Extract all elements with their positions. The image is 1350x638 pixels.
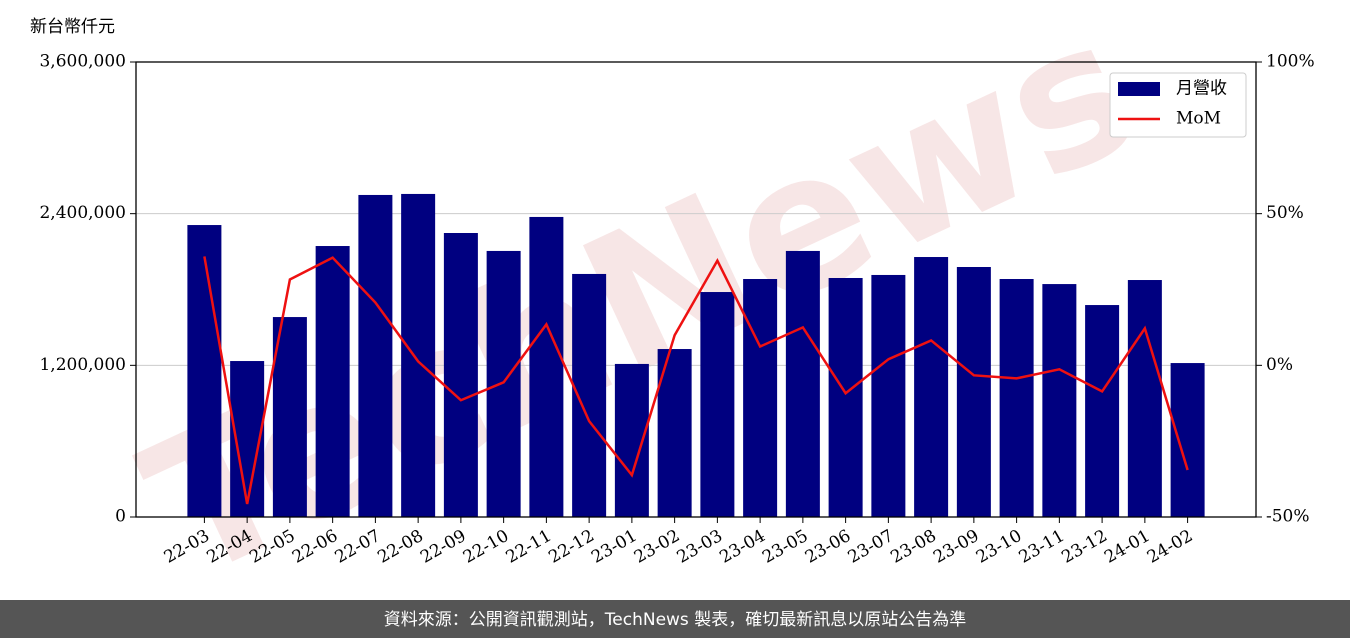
y2-tick-label: -50% bbox=[1266, 507, 1310, 527]
bar bbox=[1085, 305, 1120, 517]
x-tick-label: 23-02 bbox=[631, 526, 683, 568]
x-tick-label: 23-01 bbox=[588, 526, 640, 568]
bar bbox=[187, 225, 222, 517]
bar bbox=[914, 257, 949, 517]
legend-swatch bbox=[1118, 82, 1160, 96]
bar bbox=[1170, 363, 1205, 517]
x-tick-label: 23-08 bbox=[887, 526, 939, 568]
bar bbox=[315, 246, 350, 517]
bar bbox=[871, 274, 906, 517]
bar bbox=[999, 279, 1034, 517]
bar bbox=[657, 349, 692, 517]
x-tick-label: 23-11 bbox=[1016, 526, 1068, 568]
x-tick-label: 23-09 bbox=[930, 526, 982, 568]
y-tick-label: 3,600,000 bbox=[39, 52, 126, 72]
x-tick-label: 22-12 bbox=[545, 526, 597, 568]
plot-frame bbox=[135, 61, 1257, 518]
bar bbox=[828, 277, 863, 517]
x-tick-label: 23-03 bbox=[674, 526, 726, 568]
legend-label: 月營收 bbox=[1176, 79, 1227, 99]
line bbox=[203, 256, 1189, 505]
legend-label: MoM bbox=[1176, 109, 1221, 129]
bar bbox=[743, 279, 778, 517]
footer-bar bbox=[0, 600, 1350, 638]
bar bbox=[529, 216, 564, 518]
x-tick-label: 23-07 bbox=[845, 526, 897, 568]
x-tick-label: 24-01 bbox=[1101, 526, 1153, 568]
y2-tick-label: 0% bbox=[1266, 355, 1293, 375]
bar bbox=[700, 292, 735, 517]
bar bbox=[272, 317, 307, 517]
x-tick-label: 22-10 bbox=[460, 526, 512, 568]
bar bbox=[785, 250, 820, 517]
x-tick-label: 23-10 bbox=[973, 526, 1025, 568]
x-tick-label: 24-02 bbox=[1144, 526, 1196, 568]
bar bbox=[358, 194, 393, 517]
x-tick-label: 23-06 bbox=[802, 526, 854, 568]
y2-tick-label: 100% bbox=[1266, 52, 1315, 72]
y-tick-label: 1,200,000 bbox=[39, 355, 126, 375]
x-tick-label: 23-12 bbox=[1058, 526, 1110, 568]
bar bbox=[1127, 280, 1162, 517]
bar bbox=[486, 250, 521, 517]
x-tick-label: 22-11 bbox=[503, 526, 555, 568]
bar bbox=[956, 267, 991, 517]
x-tick-label: 22-09 bbox=[417, 526, 469, 568]
x-tick-label: 23-04 bbox=[716, 526, 768, 568]
y-axis-label: 新台幣仟元 bbox=[30, 17, 115, 37]
x-tick-label: 23-05 bbox=[759, 526, 811, 568]
y2-tick-label: 50% bbox=[1266, 203, 1304, 223]
footer: 資料來源：公開資訊觀測站，TechNews 製表，確切最新訊息以原站公告為準 bbox=[384, 610, 966, 630]
y-tick-label: 2,400,000 bbox=[39, 203, 126, 223]
bar bbox=[401, 193, 436, 517]
y-tick-label: 0 bbox=[115, 507, 126, 527]
bar bbox=[1042, 284, 1077, 517]
bar bbox=[443, 233, 478, 518]
